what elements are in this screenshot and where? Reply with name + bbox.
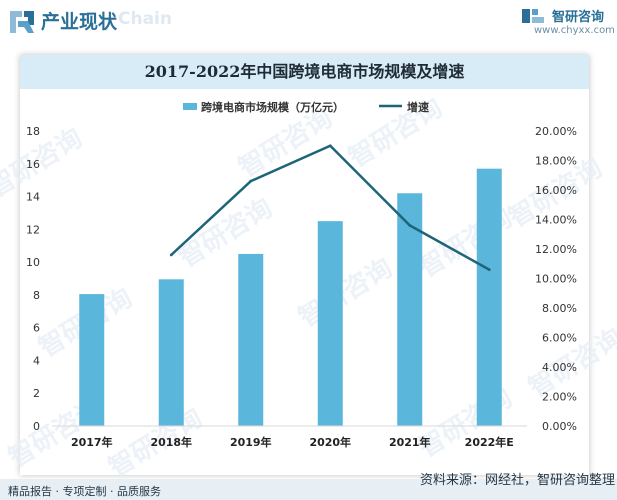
x-axis-tick-label: 2019年: [230, 435, 272, 449]
right-axis-tick-label: 2.00%: [542, 391, 577, 404]
header-bar: 产业现状 Chain 智研咨询 www.chyxx.com: [0, 0, 617, 46]
left-axis-tick-label: 0: [33, 420, 40, 433]
brand-site: www.chyxx.com: [534, 25, 615, 36]
footer-slogan: 精品报告 · 专项定制 · 品质服务: [8, 485, 161, 498]
brand-logo-icon: [522, 9, 544, 23]
left-axis: 0 2 4 6 8 10 12 14 16 18: [26, 125, 40, 433]
bar-series: [79, 168, 502, 426]
bar: [397, 193, 423, 426]
right-axis-tick-label: 20.00%: [535, 125, 577, 138]
x-axis-tick-label: 2018年: [150, 435, 192, 449]
growth-point: [169, 253, 173, 257]
x-axis-tick-label: 2020年: [309, 435, 351, 449]
right-axis-tick-label: 6.00%: [542, 332, 577, 345]
left-axis-tick-label: 8: [33, 289, 40, 302]
header-watermark: Chain: [118, 9, 172, 29]
watermark-text: 智研咨询: [413, 202, 518, 283]
bar: [317, 221, 343, 426]
left-axis-tick-label: 16: [26, 158, 40, 171]
growth-point: [328, 144, 332, 148]
chart-title-bar: [20, 55, 589, 89]
right-axis-tick-label: 8.00%: [542, 302, 577, 315]
x-axis: 2017年 2018年 2019年 2020年 2021年 2022年E: [71, 435, 514, 449]
line-series: [169, 144, 491, 272]
x-axis-tick-label: 2021年: [389, 435, 431, 449]
growth-point: [249, 179, 253, 183]
growth-point: [408, 224, 412, 227]
section-logo-icon: [10, 11, 34, 33]
left-axis-tick-label: 4: [33, 354, 40, 367]
brand-name: 智研咨询: [552, 10, 605, 25]
legend: 跨境电商市场规模（万亿元） 增速: [183, 100, 429, 114]
watermark-text: 智研咨询: [413, 382, 518, 463]
legend-bar-swatch: [183, 103, 197, 110]
bar: [476, 168, 502, 426]
right-axis-tick-label: 10.00%: [535, 273, 577, 286]
bar: [79, 294, 105, 426]
left-axis-tick-label: 6: [33, 322, 40, 335]
left-axis-tick-label: 10: [26, 256, 40, 269]
left-axis-tick-label: 12: [26, 223, 40, 236]
legend-line-label: 增速: [407, 100, 429, 114]
right-axis-tick-label: 12.00%: [535, 243, 577, 256]
left-axis-tick-label: 2: [33, 387, 40, 400]
left-axis-tick-label: 18: [26, 125, 40, 138]
growth-point: [487, 268, 491, 272]
right-axis-tick-label: 16.00%: [535, 184, 577, 197]
right-axis-tick-label: 14.00%: [535, 214, 577, 227]
footer-source: 资料来源：网经社，智研咨询整理: [420, 473, 616, 488]
watermark-text: 智研咨询: [0, 122, 88, 203]
section-title: 产业现状: [41, 11, 118, 33]
right-axis-tick-label: 4.00%: [542, 361, 577, 374]
right-axis-tick-label: 18.00%: [535, 155, 577, 168]
watermark-text: 智研咨询: [293, 252, 398, 333]
right-axis: 0.00% 2.00% 4.00% 6.00% 8.00% 10.00% 12.00% 14.…: [535, 125, 577, 433]
footer-bar: [0, 479, 617, 500]
bar: [238, 253, 264, 426]
legend-bar-label: 跨境电商市场规模（万亿元）: [201, 100, 344, 114]
x-axis-tick-label: 2022年E: [465, 435, 514, 449]
right-axis-tick-label: 0.00%: [542, 420, 577, 433]
watermark-text: 智研咨询: [233, 102, 338, 183]
left-axis-tick-label: 14: [26, 191, 40, 204]
bar: [158, 279, 184, 426]
chart-title: 2017-2022年中国跨境电商市场规模及增速: [144, 62, 465, 81]
x-axis-tick-label: 2017年: [71, 435, 113, 449]
watermark-text: 智研咨询: [343, 92, 448, 173]
